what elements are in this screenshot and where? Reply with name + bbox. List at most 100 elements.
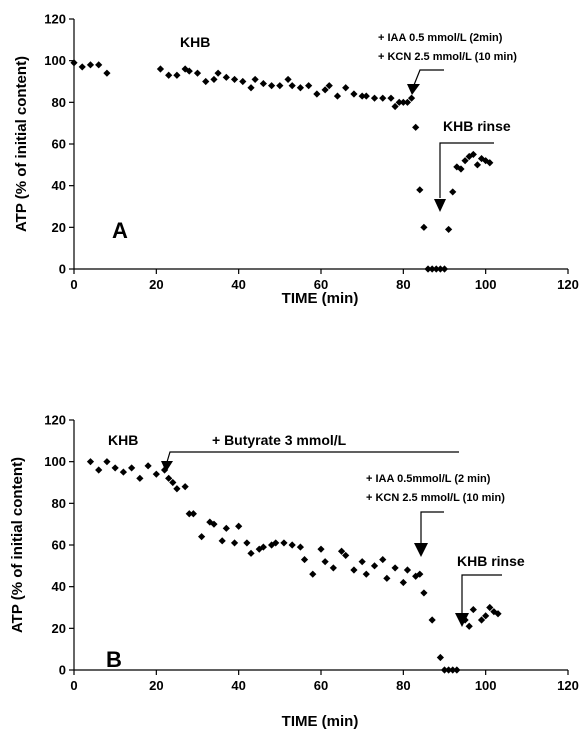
panel-b-data-point: [317, 545, 325, 553]
panel-a-data-point: [86, 61, 95, 69]
panel-b-data-point: [358, 558, 366, 566]
panel-a-y-tick-label: 60: [52, 137, 66, 152]
panel-b-x-tick-label: 0: [70, 678, 77, 693]
panel-b-x-tick-label: 100: [475, 678, 497, 693]
panel-a-data-point: [70, 59, 78, 67]
panel-b-data-point: [272, 539, 280, 547]
panel-b-treatment-arrowhead: [414, 543, 428, 557]
panel-a-y-tick-label: 20: [52, 220, 66, 235]
panel-a-data-point: [333, 92, 342, 100]
panel-b-data-point: [296, 543, 305, 551]
panel-a-data-point: [473, 161, 482, 169]
panel-a-rinse-label: KHB rinse: [443, 118, 511, 134]
panel-a-data-point: [325, 82, 333, 90]
panel-a-data-point: [156, 65, 165, 73]
panel-a-data-point: [403, 98, 412, 106]
panel-b-y-label: ATP (% of initial content): [9, 457, 26, 633]
panel-a-data-point: [210, 75, 218, 84]
panel-b-rinse-arrowhead: [455, 613, 469, 627]
panel-b-data-point: [445, 666, 453, 674]
panel-a-data-point: [453, 163, 461, 171]
panel-b-data-point: [436, 653, 444, 662]
panel-b-ticks: 0 20 40 60 80 100 120 0 20 40 60 80 100 120: [44, 413, 579, 694]
panel-a-iaa-label: + IAA 0.5 mmol/L (2min): [378, 32, 503, 44]
panel-a-data-point: [370, 94, 379, 102]
panel-a-data-point: [342, 84, 350, 92]
panel-b-data-point: [383, 574, 391, 582]
panel-b-data-point: [342, 551, 350, 560]
panel-b-butyrate-label: + Butyrate 3 mmol/L: [212, 432, 347, 448]
panel-b-data-point: [181, 483, 189, 491]
panel-a-y-label: ATP (% of initial content): [13, 56, 30, 232]
panel-b-data-point: [230, 539, 239, 547]
panel-b-data-point: [165, 474, 173, 482]
panel-a-data-point: [173, 71, 181, 79]
panel-a-data-point: [379, 94, 387, 102]
panel-b-y-tick-label: 80: [52, 496, 66, 511]
panel-a-data-point: [222, 73, 230, 81]
panel-a: 0 20 40 60 80 100 120 0 20 40 60 80 100 120 TIME (min…: [13, 12, 579, 308]
panel-b-y-tick-label: 60: [52, 538, 66, 553]
panel-a-data-point: [185, 67, 193, 75]
panel-a-data-point: [440, 265, 449, 273]
panel-b-x-tick-label: 80: [396, 678, 410, 693]
panel-b-y-tick-label: 120: [44, 413, 66, 428]
panel-b-data-point: [259, 543, 267, 551]
panel-a-data-point: [103, 69, 111, 77]
panel-a-data-point: [214, 69, 222, 77]
panel-b-data-point: [490, 608, 498, 616]
panel-a-arrows: [407, 69, 494, 212]
panel-a-rinse-bracket: [439, 142, 494, 198]
panel-b-data-point: [103, 458, 111, 466]
panel-b-data-point: [453, 666, 461, 674]
panel-a-y-tick-label: 100: [44, 53, 66, 68]
panel-b-data-point: [370, 562, 379, 570]
panel-b-y-tick-label: 20: [52, 621, 66, 636]
panel-a-x-tick-label: 120: [557, 277, 579, 292]
panel-b-data-point: [477, 616, 486, 624]
panel-a-x-tick-label: 40: [231, 277, 245, 292]
panel-a-data-point: [95, 61, 103, 69]
panel-b-data-point: [350, 566, 358, 574]
panel-b-data-point: [136, 474, 144, 482]
panel-a-kcn-label: + KCN 2.5 mmol/L (10 min): [378, 51, 517, 63]
panel-b-butyrate-bracket: [166, 451, 459, 463]
panel-a-x-tick-label: 100: [475, 277, 497, 292]
panel-a-data-point: [416, 186, 424, 194]
panel-a-data-point: [193, 69, 202, 77]
panel-b-x-label: TIME (min): [282, 713, 359, 730]
panel-a-treatment-arrow: [413, 69, 444, 86]
panel-b-data-point: [86, 458, 95, 466]
panel-b-data-point: [494, 610, 502, 618]
panel-a-data-point: [78, 63, 86, 71]
panel-a-data-point: [305, 82, 313, 90]
panel-b-letter: B: [106, 647, 122, 672]
panel-a-data-point: [391, 102, 399, 111]
panel-a-data-point: [432, 265, 440, 273]
panel-a-data-point: [449, 188, 457, 196]
panel-b-y-tick-label: 100: [44, 454, 66, 469]
panel-a-data-point: [268, 82, 276, 90]
panel-b-data-point: [185, 510, 193, 518]
panel-b-arrows: [161, 451, 502, 627]
panel-b-data-point: [95, 466, 103, 474]
panel-b-data-point: [329, 564, 337, 572]
panel-a-data-point: [239, 77, 247, 86]
panel-a-data-point: [296, 84, 305, 92]
panel-b-x-tick-label: 40: [231, 678, 245, 693]
panel-a-data-point: [482, 157, 490, 165]
panel-a-data-point: [420, 223, 428, 231]
panel-b-y-tick-label: 40: [52, 579, 66, 594]
panel-a-ticks: 0 20 40 60 80 100 120 0 20 40 60 80 100 120: [44, 12, 579, 293]
panel-a-treatment-arrowhead: [407, 84, 420, 95]
panel-b-data-point: [235, 522, 243, 530]
panel-a-x-tick-label: 60: [314, 277, 328, 292]
panel-b-treatment-bracket: [420, 511, 444, 543]
panel-a-y-tick-label: 120: [44, 12, 66, 27]
panel-a-rinse-arrowhead: [434, 199, 446, 212]
panel-a-y-tick-label: 40: [52, 178, 66, 193]
panel-a-data-point: [251, 75, 259, 84]
panel-b-data-point: [300, 555, 309, 564]
panel-a-khb-label: KHB: [180, 34, 210, 50]
